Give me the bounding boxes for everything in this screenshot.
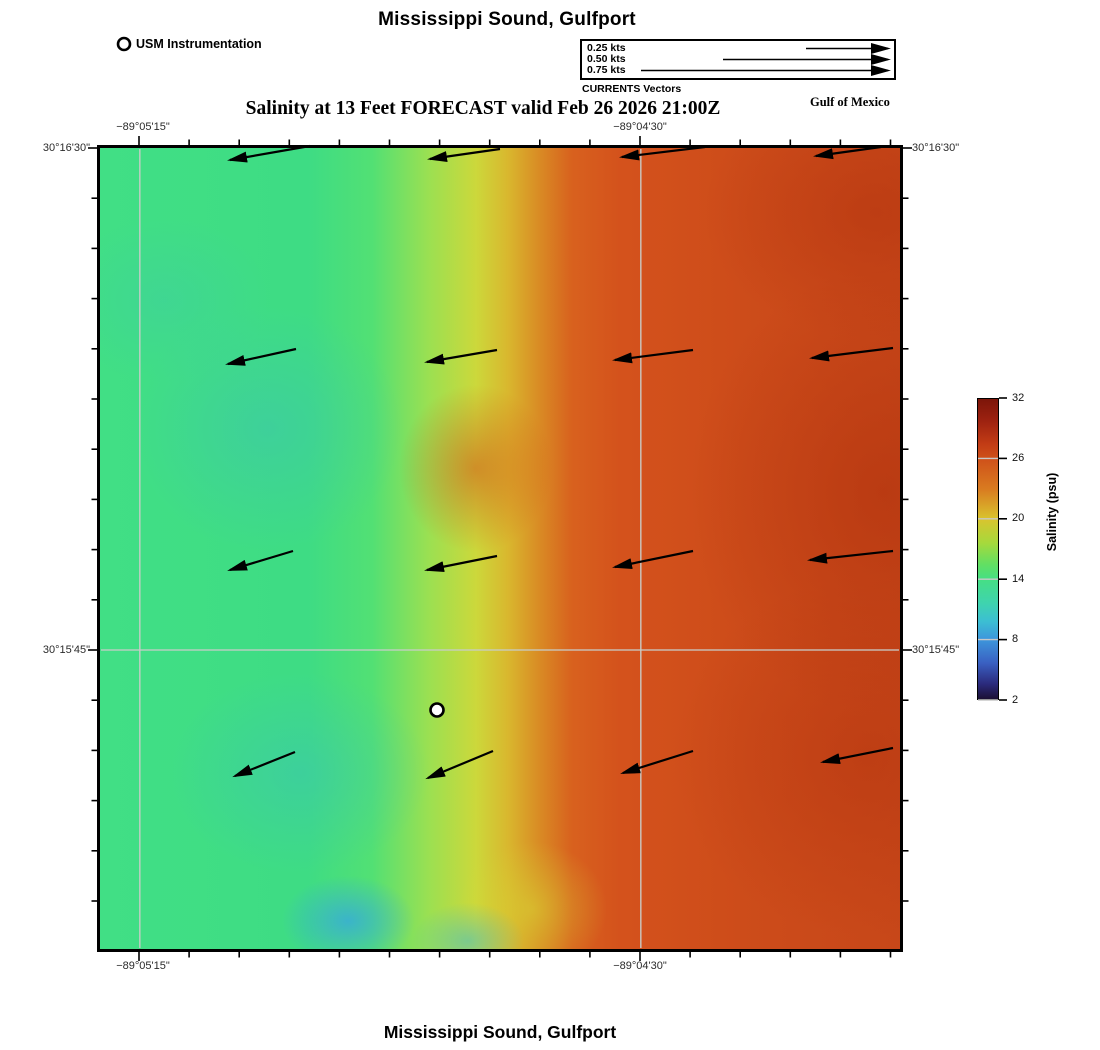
currents-caption: CURRENTS Vectors [582,83,682,95]
right-lat-label-2: 30°15'45" [912,644,960,656]
bottom-lon-label-2: −89°04'30" [613,960,667,972]
colorbar-tick-label: 2 [1012,693,1019,706]
left-lat-label-1: 30°16'30" [42,142,90,154]
top-lon-label-2: −89°04'30" [613,121,667,133]
legend-speed-025: 0.25 kts [587,42,626,54]
colorbar-tick-label: 20 [1012,512,1025,525]
footer-title: Mississippi Sound, Gulfport [383,1022,617,1042]
map-border [97,145,903,952]
currents-legend-box: 0.25 kts 0.50 kts 0.75 kts [580,39,896,80]
usm-instrumentation-label: USM Instrumentation [136,37,262,51]
top-lon-label-1: −89°05'15" [116,121,170,133]
page-title: Mississippi Sound, Gulfport [378,9,636,30]
colorbar-tick-label: 32 [1012,391,1025,404]
colorbar-axis-label: Salinity (psu) [1045,472,1059,552]
salinity-heatmap [100,148,900,949]
legend-speed-050: 0.50 kts [587,53,626,65]
legend-speed-075: 0.75 kts [587,64,626,76]
salinity-colorbar [977,398,999,700]
colorbar-tick-label: 14 [1012,572,1025,585]
left-lat-label-2: 30°15'45" [42,644,90,656]
forecast-subtitle: Salinity at 13 Feet FORECAST valid Feb 2… [245,98,721,119]
colorbar-tick-label: 26 [1012,451,1025,464]
usm-legend-marker-icon [116,36,132,52]
gulf-of-mexico-label: Gulf of Mexico [810,95,890,109]
colorbar-tick-label: 8 [1012,633,1019,646]
bottom-lon-label-1: −89°05'15" [116,960,170,972]
right-lat-label-1: 30°16'30" [912,142,960,154]
